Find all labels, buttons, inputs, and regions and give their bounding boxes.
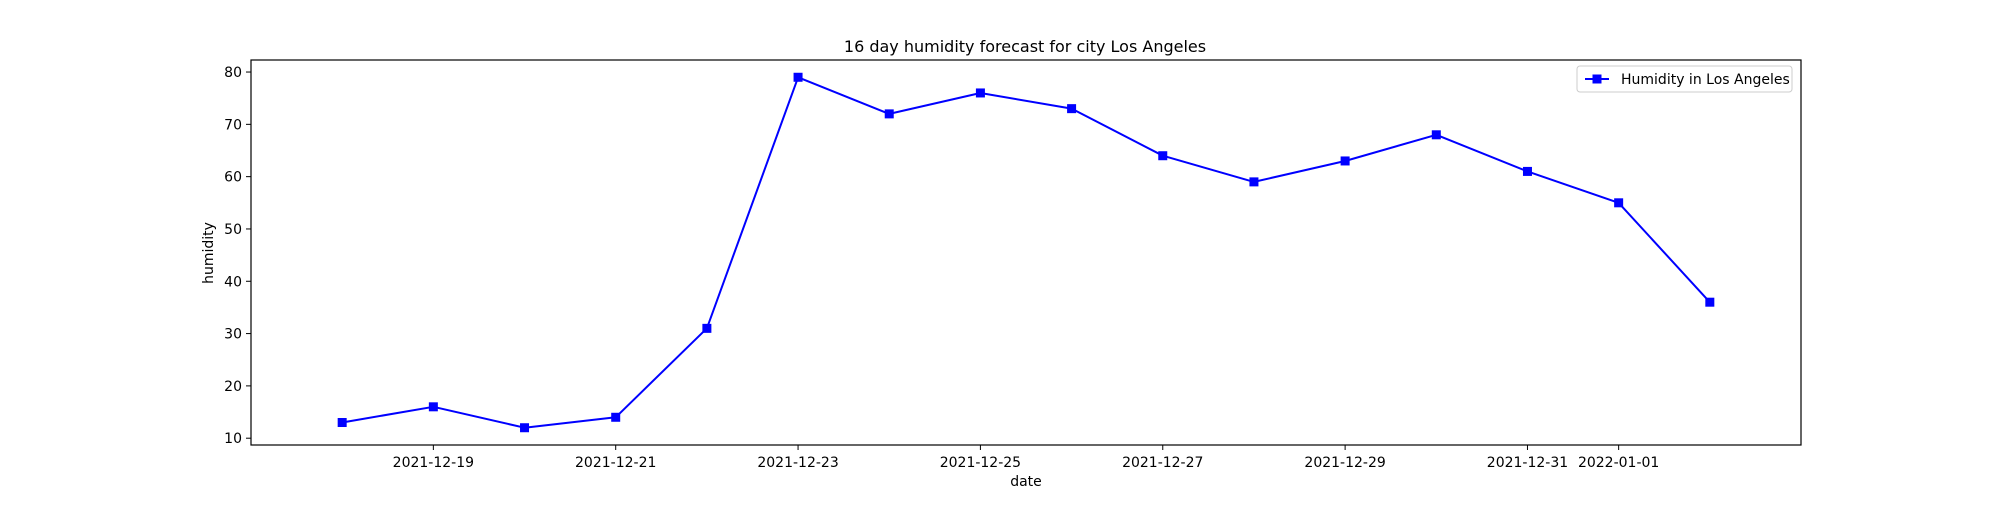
series-line — [342, 76, 1711, 429]
data-point-marker — [428, 402, 438, 412]
y-tick-label: 60 — [224, 170, 242, 186]
legend-box — [1576, 65, 1793, 93]
data-point-marker — [884, 109, 894, 119]
data-point-marker — [520, 423, 530, 433]
data-point-marker — [1158, 151, 1168, 161]
y-tick-label: 40 — [224, 274, 242, 290]
y-axis-ticks: 10 20 30 40 50 60 70 80 — [224, 65, 251, 447]
y-tick-label: 70 — [224, 117, 242, 133]
x-tick-label: 2021-12-31 — [1487, 455, 1568, 471]
legend-label: Humidity in Los Angeles — [1621, 72, 1790, 88]
x-tick-label: 2022-01-01 — [1578, 455, 1659, 471]
data-point-marker — [1340, 156, 1350, 166]
y-tick-label: 30 — [224, 327, 242, 343]
y-tick-label: 50 — [224, 222, 242, 238]
chart-title: 16 day humidity forecast for city Los An… — [844, 37, 1206, 56]
x-tick-label: 2021-12-19 — [393, 455, 474, 471]
plot-area — [337, 72, 1715, 433]
data-point-marker — [1067, 104, 1077, 114]
data-point-marker — [1614, 198, 1624, 208]
y-tick-label: 20 — [224, 379, 242, 395]
data-point-marker — [1705, 297, 1715, 307]
x-tick-label: 2021-12-25 — [940, 455, 1021, 471]
data-point-marker — [702, 323, 712, 333]
x-axis-ticks: 2021-12-19 2021-12-21 2021-12-23 2021-12-25… — [393, 445, 1659, 471]
x-tick-label: 2021-12-21 — [575, 455, 656, 471]
legend-marker-icon — [1592, 74, 1602, 84]
plot-frame — [250, 59, 1802, 446]
data-point-marker — [1249, 177, 1259, 187]
y-tick-label: 80 — [224, 65, 242, 81]
x-tick-label: 2021-12-23 — [757, 455, 838, 471]
data-point-marker — [975, 88, 985, 98]
x-tick-label: 2021-12-27 — [1122, 455, 1203, 471]
x-axis-label: date — [1010, 474, 1042, 490]
y-axis-label: humidity — [201, 222, 217, 284]
data-point-marker — [1431, 130, 1441, 140]
x-tick-label: 2021-12-29 — [1304, 455, 1385, 471]
data-point-marker — [1522, 166, 1532, 176]
y-tick-label: 10 — [224, 431, 242, 447]
data-point-marker — [337, 418, 347, 428]
data-point-marker — [793, 72, 803, 82]
legend: Humidity in Los Angeles — [1576, 65, 1793, 93]
data-point-marker — [611, 412, 621, 422]
